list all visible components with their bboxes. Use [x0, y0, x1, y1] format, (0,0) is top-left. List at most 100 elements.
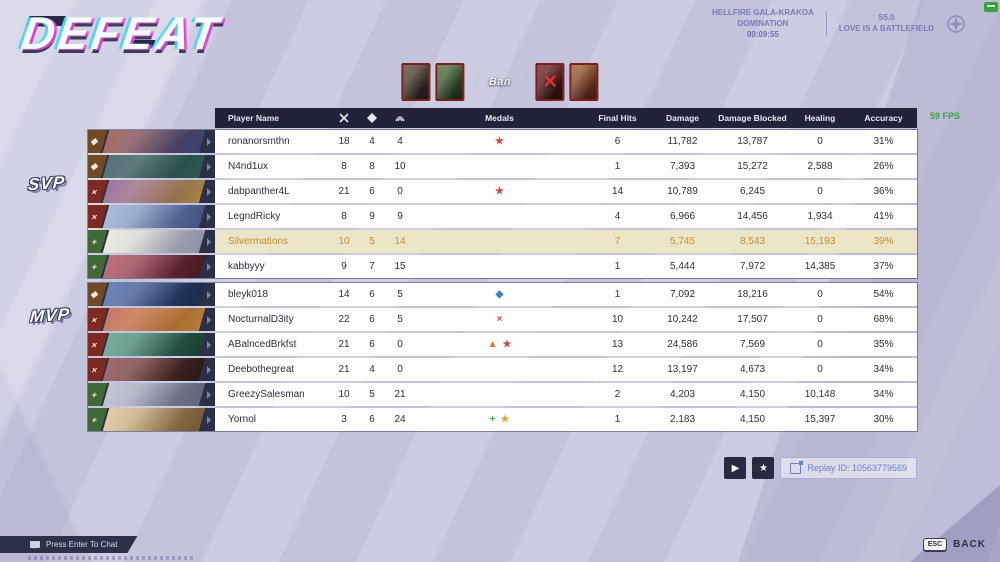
deaths-value: 4 [369, 136, 375, 147]
damage-blocked-value: 8,543 [739, 236, 766, 247]
assists-value: 0 [397, 339, 403, 350]
damage-blocked-value: 17,507 [737, 314, 768, 325]
damage-value: 5,745 [669, 236, 696, 247]
assists-value: 15 [394, 261, 406, 272]
final-hits-value: 1 [614, 161, 621, 172]
damage-blocked-value: 15,272 [737, 161, 768, 172]
damage-blocked-value: 4,673 [739, 364, 766, 375]
chat-hint[interactable]: Press Enter To Chat [0, 536, 137, 553]
scoreboard-row[interactable]: × LegndRicky 8 9 9 4 6,966 14,456 1,934 … [88, 205, 917, 228]
deaths-value: 6 [369, 186, 375, 197]
medal-icon: ▲ [487, 338, 498, 350]
damage-blocked-value: 4,150 [739, 389, 766, 400]
healing-value: 0 [817, 314, 823, 325]
season-name: LOVE IS A BATTLEFIELD [838, 24, 934, 34]
player-name: Deebothegreat [228, 364, 295, 375]
scoreboard-row[interactable]: × dabpanther4L 21 6 0 ★ 14 10,789 6,245 … [88, 180, 917, 203]
kills-value: 21 [338, 339, 350, 350]
final-hits-value: 10 [611, 314, 624, 325]
scoreboard-row[interactable]: × NocturnalD3ity 22 6 5 × 10 10,242 17,5… [88, 308, 917, 331]
player-name: ABalncedBrkfst [228, 339, 297, 350]
scoreboard-row[interactable]: + Yornol 3 6 24 + ★ 1 2,183 4,150 15,397 … [88, 408, 917, 431]
divider [825, 11, 827, 38]
assists-value: 5 [397, 289, 403, 300]
hero-image [102, 205, 206, 228]
deaths-value: 4 [369, 364, 375, 375]
expand-arrow-icon [207, 163, 211, 171]
player-name: Yornol [228, 414, 256, 425]
medal-icon: ◆ [495, 288, 504, 300]
column-header-medals: Medals [414, 108, 585, 128]
expand-arrow-icon [207, 188, 211, 196]
deaths-value: 8 [369, 161, 375, 172]
assists-value: 0 [397, 186, 403, 197]
season-info: S5.0 LOVE IS A BATTLEFIELD [839, 13, 934, 35]
scoreboard-row[interactable]: × Deebothegreat 21 4 0 12 13,197 4,673 0… [88, 358, 917, 381]
play-replay-button[interactable]: ▶ [724, 457, 747, 479]
medal-icon: ★ [495, 185, 504, 197]
expand-arrow-icon [207, 416, 211, 424]
column-header-deaths [358, 108, 386, 128]
back-bar[interactable]: ESC BACK [922, 538, 986, 551]
scoreboard-row[interactable]: ◆ bleyk018 14 6 5 ◆ 1 7,092 18,216 0 54% [88, 283, 917, 306]
hero-image [102, 308, 206, 331]
healing-value: 10,148 [804, 389, 836, 400]
expand-arrow-icon [207, 391, 211, 399]
medal-icon: × [496, 313, 503, 325]
scoreboard-header: Player Name Medals Final Hits Damage Dam… [88, 108, 917, 128]
deaths-value: 5 [369, 389, 375, 400]
match-info: HELLFIRE GALA-KRAKOA DOMINATION 00:09:55 [712, 8, 814, 40]
column-header-accuracy: Accuracy [850, 108, 917, 128]
slash-separator: / [521, 73, 526, 90]
scoreboard-row[interactable]: ◆ N4nd1ux 8 8 10 1 7,393 15,272 2,588 26… [88, 155, 917, 178]
player-name: GreezySalesman [228, 389, 305, 400]
season-emblem-icon [947, 15, 965, 33]
accuracy-value: 34% [873, 364, 894, 375]
healing-value: 0 [817, 289, 823, 300]
assists-value: 14 [394, 236, 406, 247]
final-hits-value: 1 [614, 414, 621, 425]
scoreboard-row[interactable]: × ABalncedBrkfst 21 6 0 ▲ ★ 13 24,586 7,5… [88, 333, 917, 356]
column-header-final-hits: Final Hits [585, 108, 650, 128]
column-header-kills [330, 108, 358, 128]
scoreboard: Player Name Medals Final Hits Damage Dam… [88, 108, 917, 436]
damage-value: 7,393 [669, 161, 696, 172]
replay-id-box[interactable]: Replay ID: 10563779569 [780, 457, 917, 479]
slash-separator: / [474, 73, 479, 90]
scoreboard-row[interactable]: + kabbyyy 9 7 15 1 5,444 7,972 14,385 37… [88, 255, 917, 278]
final-hits-value: 6 [614, 136, 621, 147]
damage-value: 10,242 [667, 314, 698, 325]
hero-portrait: × [88, 333, 215, 356]
ban-bar: / Ban / × [401, 60, 599, 104]
assists-value: 0 [397, 364, 403, 375]
expand-arrow-icon [207, 366, 211, 374]
hero-portrait: × [88, 308, 215, 331]
medals-cell: ◆ [414, 288, 585, 300]
damage-value: 4,203 [669, 389, 696, 400]
kills-value: 18 [338, 136, 350, 147]
player-name: N4nd1ux [228, 161, 269, 172]
expand-arrow-icon [207, 138, 211, 146]
scoreboard-row[interactable]: ◆ ronanorsmthn 18 4 4 ★ 6 11,782 13,787 … [88, 130, 917, 153]
healing-value: 15,397 [804, 414, 836, 425]
healing-value: 0 [817, 364, 823, 375]
scoreboard-row[interactable]: + Silvermations 10 5 14 7 5,745 8,543 15… [88, 230, 917, 253]
scoreboard-row[interactable]: + GreezySalesman 10 5 21 2 4,203 4,150 1… [88, 383, 917, 406]
accuracy-value: 31% [873, 136, 894, 147]
accuracy-value: 36% [873, 186, 894, 197]
kills-value: 9 [341, 261, 347, 272]
deaths-value: 6 [369, 314, 375, 325]
damage-value: 5,444 [669, 261, 696, 272]
expand-arrow-icon [207, 263, 211, 271]
hero-image [102, 255, 206, 278]
column-header-portrait [88, 108, 215, 128]
recorder-badge [984, 2, 998, 12]
accuracy-value: 30% [873, 414, 894, 425]
favorite-button[interactable]: ★ [752, 457, 775, 479]
healing-value: 2,588 [807, 161, 833, 172]
kills-value: 21 [338, 364, 350, 375]
match-mode: DOMINATION [737, 18, 789, 28]
medals-cell: + ★ [414, 414, 585, 425]
damage-value: 6,966 [669, 211, 696, 222]
